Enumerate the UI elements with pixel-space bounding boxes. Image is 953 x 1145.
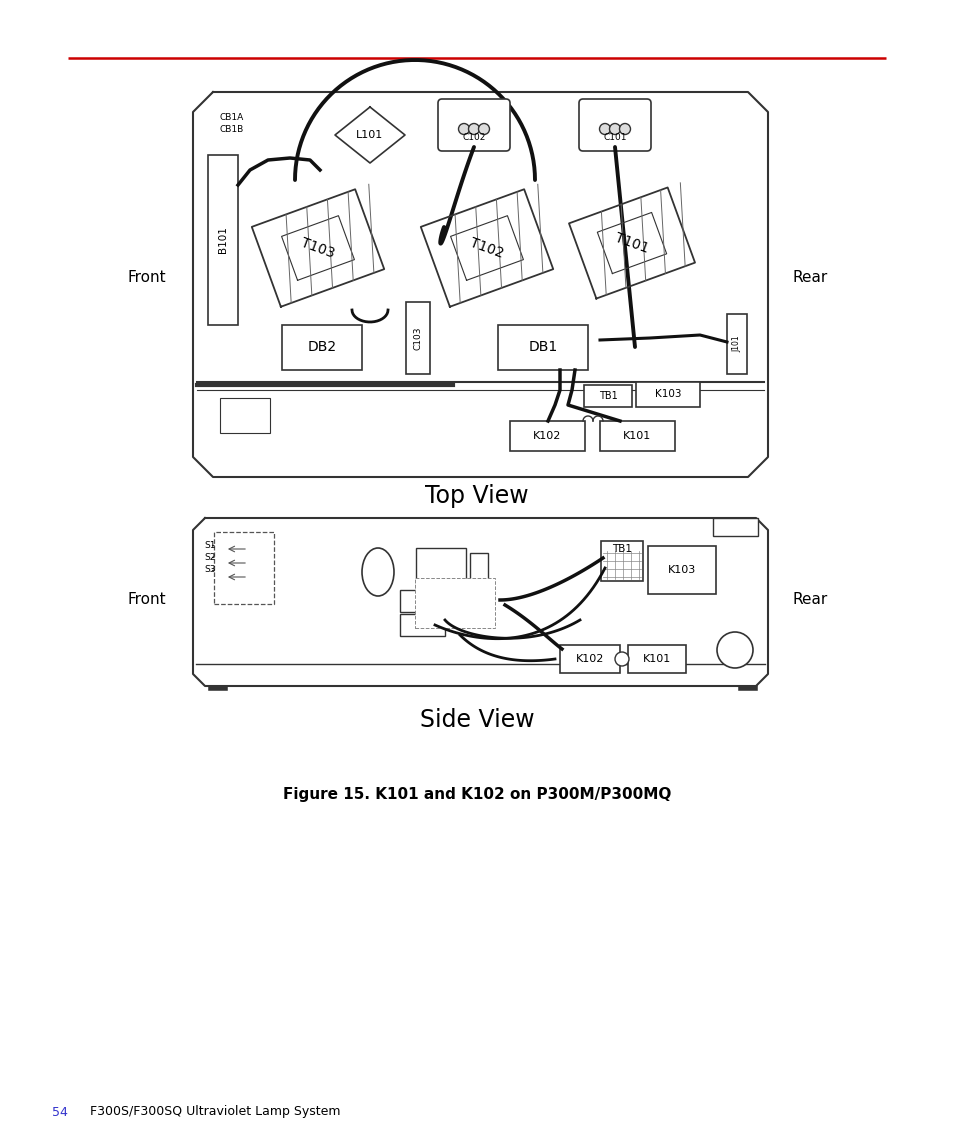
Bar (399, 614, 444, 635)
Text: C103: C103 (413, 326, 422, 349)
Bar (559, 645, 619, 673)
Circle shape (618, 124, 630, 134)
Bar (406, 302, 430, 374)
Text: K103: K103 (667, 564, 696, 575)
Bar (712, 518, 758, 536)
Bar (208, 155, 237, 325)
Text: S1: S1 (204, 540, 215, 550)
Bar (470, 553, 488, 583)
Text: S3: S3 (204, 566, 215, 575)
Polygon shape (335, 106, 405, 163)
Bar (415, 578, 495, 627)
Bar (497, 325, 587, 370)
Bar (599, 421, 675, 451)
Text: L101: L101 (356, 131, 383, 140)
Text: Top View: Top View (425, 484, 528, 508)
Bar (726, 314, 746, 374)
Polygon shape (420, 189, 553, 307)
FancyBboxPatch shape (578, 98, 650, 151)
Circle shape (458, 124, 469, 134)
Text: B101: B101 (218, 227, 228, 253)
Bar (600, 540, 642, 581)
Bar (510, 421, 584, 451)
Text: Rear: Rear (792, 592, 827, 608)
Text: T101: T101 (613, 230, 650, 255)
Text: Figure 15. K101 and K102 on P300M/P300MQ: Figure 15. K101 and K102 on P300M/P300MQ (282, 788, 671, 803)
Text: K101: K101 (642, 654, 670, 664)
Bar (627, 645, 685, 673)
Polygon shape (568, 188, 695, 299)
Polygon shape (252, 189, 384, 307)
Bar (282, 325, 361, 370)
Text: K102: K102 (533, 431, 560, 441)
Text: 54: 54 (52, 1106, 68, 1119)
Bar (399, 590, 444, 611)
Text: Rear: Rear (792, 269, 827, 284)
Circle shape (615, 652, 628, 666)
Text: Side View: Side View (419, 708, 534, 732)
Text: CB1B: CB1B (220, 125, 244, 134)
Text: DB2: DB2 (307, 340, 336, 354)
Text: T103: T103 (299, 236, 336, 261)
Circle shape (717, 632, 752, 668)
Text: K101: K101 (622, 431, 651, 441)
Text: C101: C101 (602, 134, 626, 142)
Text: DB1: DB1 (528, 340, 558, 354)
Text: C102: C102 (462, 134, 485, 142)
Text: TB1: TB1 (612, 544, 631, 554)
Text: F300S/F300SQ Ultraviolet Lamp System: F300S/F300SQ Ultraviolet Lamp System (90, 1106, 340, 1119)
Ellipse shape (361, 548, 394, 597)
Circle shape (609, 124, 619, 134)
Text: Front: Front (128, 592, 166, 608)
FancyBboxPatch shape (437, 98, 510, 151)
Bar (636, 382, 700, 406)
Bar (416, 548, 465, 593)
Bar (213, 532, 274, 605)
Circle shape (468, 124, 479, 134)
Bar (647, 546, 716, 594)
Text: Front: Front (128, 269, 166, 284)
Bar (220, 398, 270, 433)
Text: J101: J101 (732, 335, 740, 353)
Bar (583, 385, 631, 406)
Circle shape (598, 124, 610, 134)
Text: S2: S2 (204, 553, 215, 561)
Text: K103: K103 (654, 389, 680, 398)
Text: T102: T102 (468, 236, 505, 261)
Circle shape (478, 124, 489, 134)
Text: K102: K102 (576, 654, 603, 664)
Text: CB1A: CB1A (220, 112, 244, 121)
Text: TB1: TB1 (598, 390, 617, 401)
